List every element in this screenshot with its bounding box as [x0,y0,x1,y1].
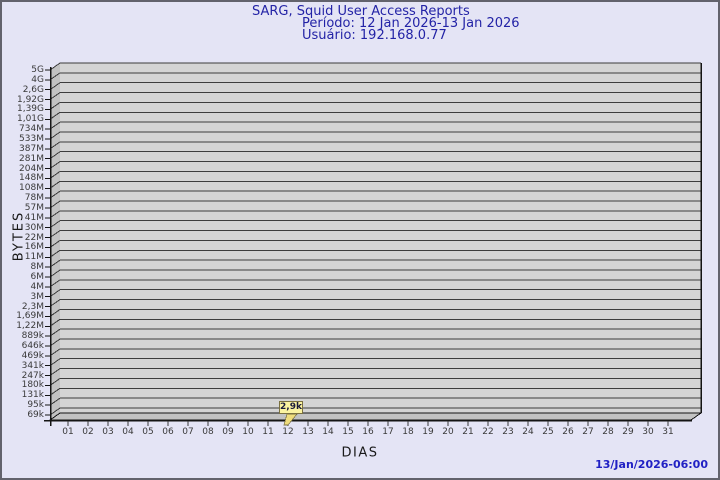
x-axis-title: DIAS [341,445,379,461]
chart-subtitle-user: Usuário: 192.168.0.77 [302,28,447,43]
data-point-callout: 2,9k [279,401,303,414]
chart-subtitle-period: Período: 12 Jan 2026-13 Jan 2026 [302,16,520,31]
footer-timestamp: 13/Jan/2026-06:00 [595,458,708,471]
y-axis-title: BYTES [11,210,27,262]
chart-title: SARG, Squid User Access Reports [252,4,470,19]
